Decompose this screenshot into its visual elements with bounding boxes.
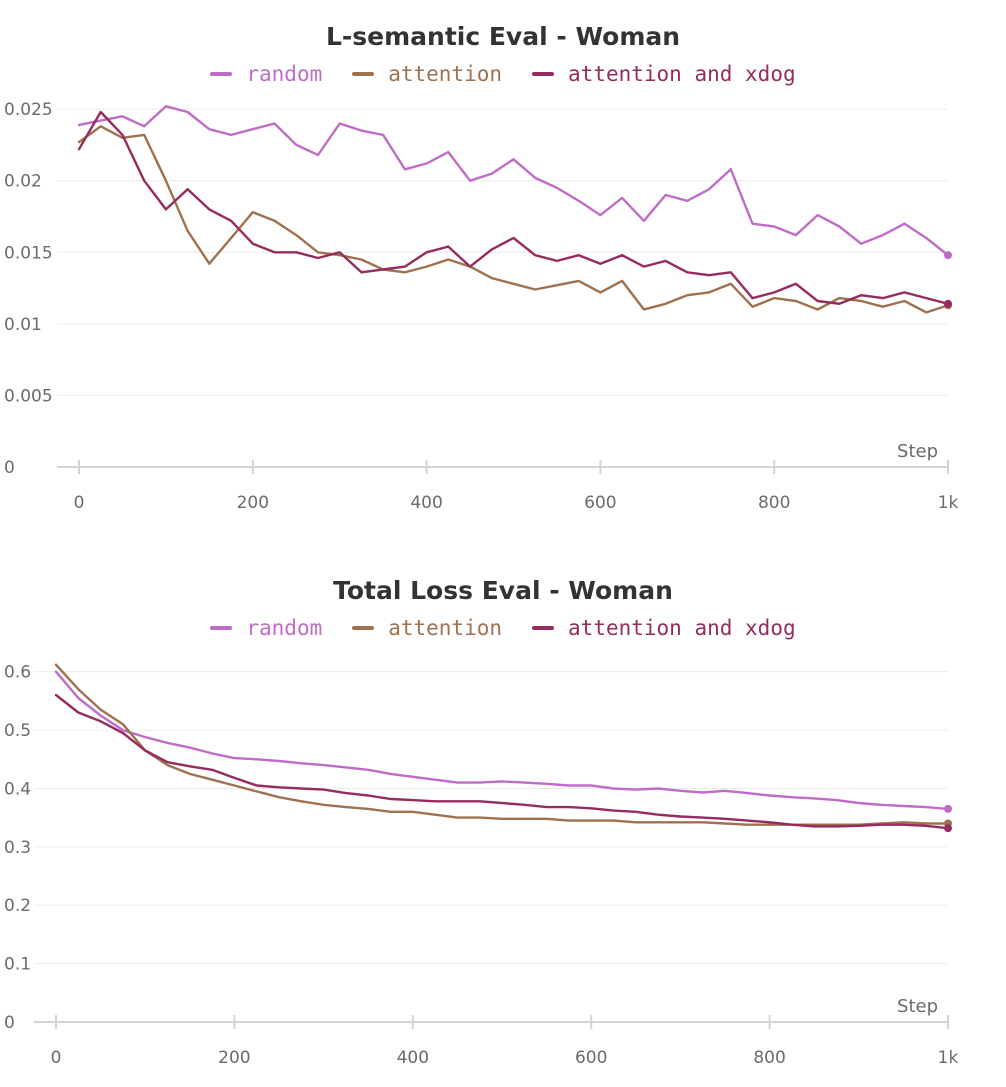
series-line-random	[54, 670, 950, 811]
y-tick-label: 0	[4, 458, 15, 478]
x-tick-label: 600	[584, 493, 616, 513]
y-tick-label: 0.2	[4, 896, 31, 916]
series-end-point-random	[944, 804, 952, 813]
line-chart-total-loss[interactable]: 0 0.1 0.2 0.3 0.4 0.5 0.6 0 200 400 600 800 1k Step	[0, 560, 1006, 1087]
legend-swatch-icon	[532, 626, 555, 630]
legend-item-attention-and-xdog[interactable]: attention and xdog	[532, 616, 796, 640]
y-tick-label: 0.5	[4, 721, 31, 741]
legend-item-random[interactable]: random	[210, 62, 322, 86]
legend-item-attention[interactable]: attention	[352, 616, 502, 640]
y-tick-label: 0.015	[4, 243, 53, 263]
chart-panel-l-semantic: L-semantic Eval - Woman random attention…	[0, 0, 1006, 540]
y-tick-label: 0.005	[4, 386, 53, 406]
legend-label: attention	[388, 62, 503, 86]
legend-label: random	[246, 62, 323, 86]
series-end-point-attention-and-xdog	[944, 299, 952, 308]
legend-label: random	[246, 616, 323, 640]
x-tick-label: 0	[51, 1048, 62, 1068]
legend-label: attention	[388, 616, 503, 640]
x-tick-label: 400	[397, 1048, 429, 1068]
x-tick-label: 800	[758, 493, 790, 513]
legend-item-random[interactable]: random	[210, 616, 322, 640]
chart-panel-total-loss: Total Loss Eval - Woman random attention…	[0, 560, 1006, 1087]
legend-swatch-icon	[352, 72, 375, 76]
chart-legend: random attention attention and xdog	[0, 62, 1006, 86]
series-line-attention	[77, 125, 950, 314]
x-tick-label: 600	[575, 1048, 607, 1068]
x-axis-label: Step	[897, 441, 938, 462]
legend-swatch-icon	[210, 626, 233, 630]
series-line-attention-and-xdog	[77, 110, 950, 305]
series-end-point-attention-and-xdog	[944, 824, 952, 833]
x-tick-label: 200	[218, 1048, 250, 1068]
series-end-point-random	[944, 251, 952, 260]
chart-title: L-semantic Eval - Woman	[325, 22, 681, 51]
x-axis-label: Step	[897, 996, 938, 1017]
chart-title: Total Loss Eval - Woman	[333, 576, 673, 605]
legend-item-attention[interactable]: attention	[352, 62, 502, 86]
series-line-attention-and-xdog	[54, 693, 950, 830]
y-tick-label: 0.6	[4, 663, 31, 683]
legend-swatch-icon	[210, 72, 233, 76]
legend-item-attention-and-xdog[interactable]: attention and xdog	[532, 62, 796, 86]
y-tick-label: 0.4	[4, 779, 31, 799]
y-tick-label: 0.02	[4, 172, 42, 192]
y-tick-label: 0.3	[4, 838, 31, 858]
x-tick-label: 800	[753, 1048, 785, 1068]
line-chart-l-semantic[interactable]: 0 0.005 0.01 0.015 0.02 0.025 0 200 400 600 800 1k S…	[0, 0, 1006, 540]
chart-legend: random attention attention and xdog	[0, 616, 1006, 640]
y-tick-label: 0.1	[4, 955, 31, 975]
legend-label: attention and xdog	[568, 62, 796, 86]
series-line-random	[77, 105, 950, 257]
x-tick-label: 400	[410, 493, 442, 513]
y-tick-label: 0.01	[4, 315, 42, 335]
y-tick-label: 0.025	[4, 100, 53, 120]
x-tick-label: 200	[237, 493, 269, 513]
legend-label: attention and xdog	[568, 616, 796, 640]
legend-swatch-icon	[352, 626, 375, 630]
x-tick-label: 0	[74, 493, 85, 513]
legend-swatch-icon	[532, 72, 555, 76]
y-tick-label: 0	[4, 1013, 15, 1033]
x-tick-label: 1k	[938, 1048, 959, 1068]
series-line-attention	[54, 663, 950, 826]
x-tick-label: 1k	[938, 493, 959, 513]
